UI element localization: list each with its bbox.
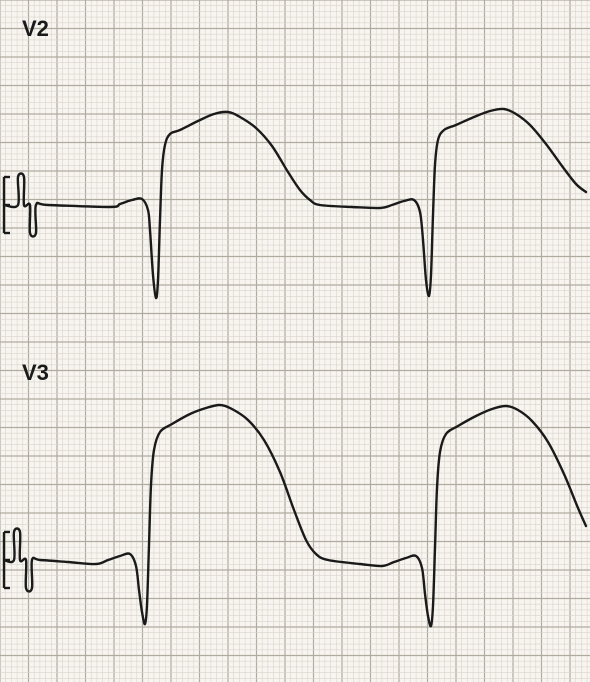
lead-label-v3: V3 (22, 360, 49, 385)
lead-label-v2: V2 (22, 16, 49, 41)
ecg-chart: V2 V3 (0, 0, 590, 682)
